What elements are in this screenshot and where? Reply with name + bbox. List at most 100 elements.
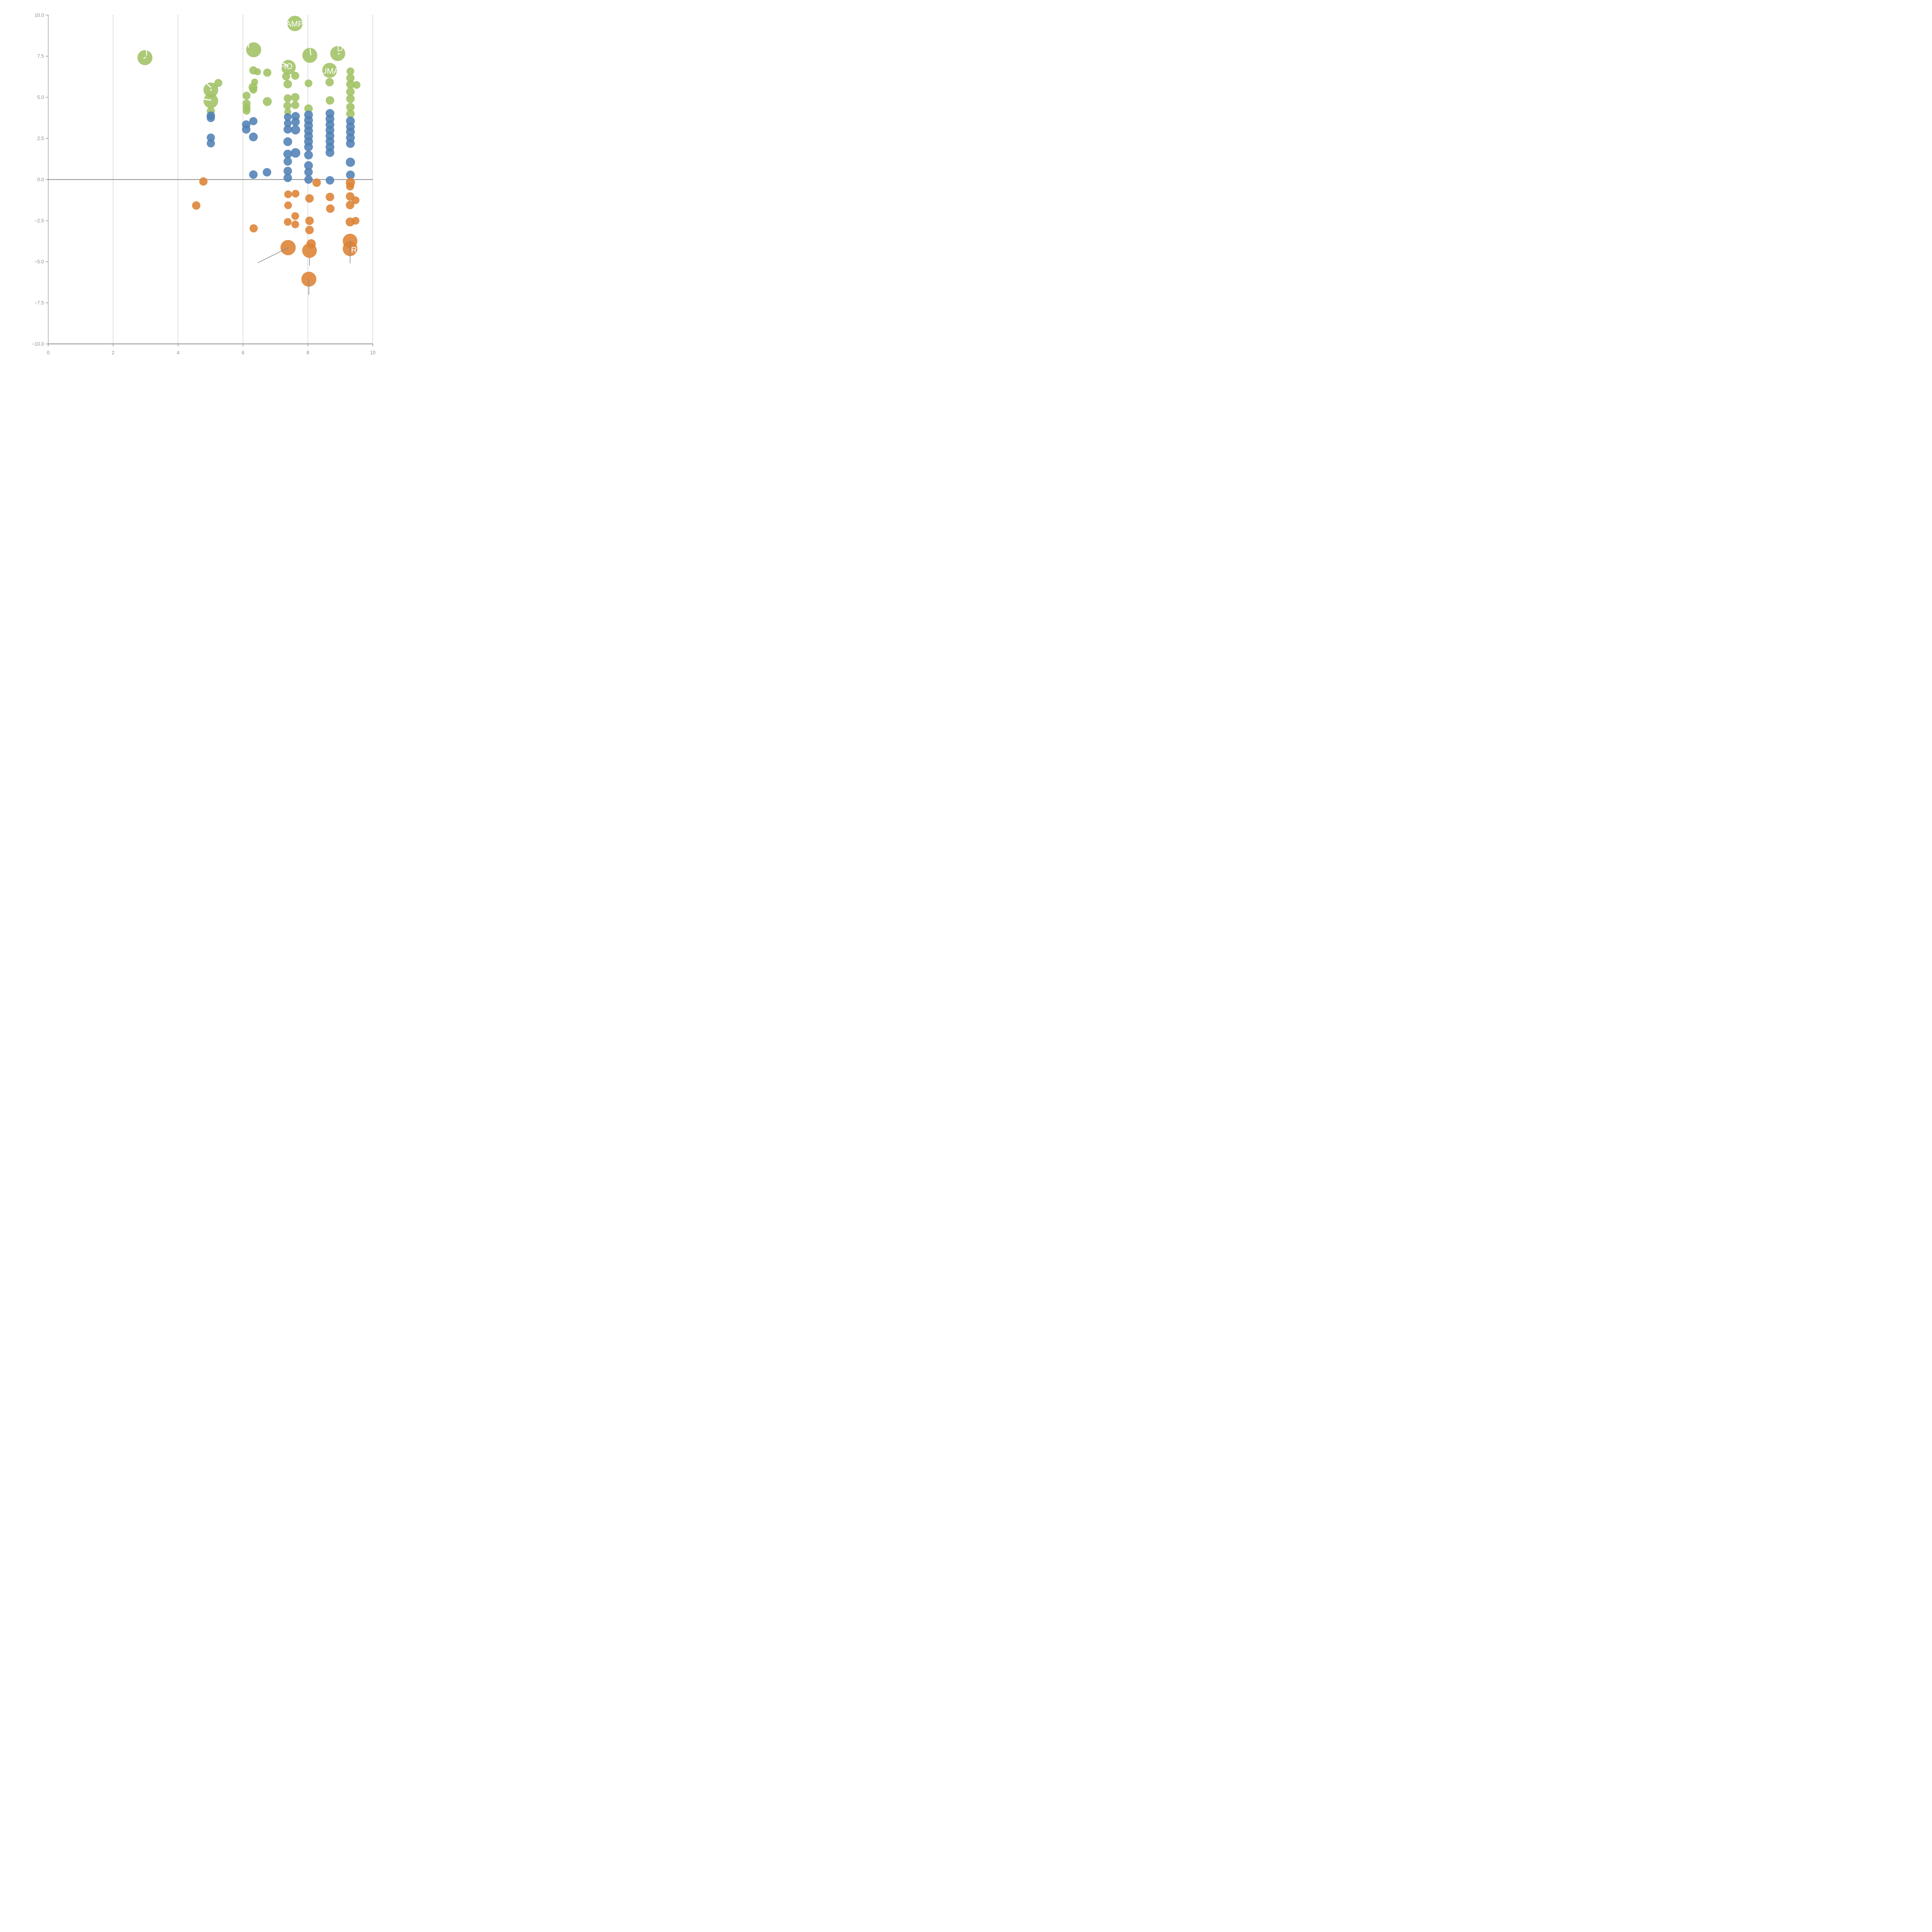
blue-series-bubble-32	[304, 175, 313, 184]
blue-series-bubble-21	[283, 173, 292, 182]
blue-series-bubble-3	[207, 139, 215, 148]
blue-series-bubble-7	[249, 132, 258, 141]
blue-series-bubble-8	[249, 170, 258, 179]
green-series-bubble-15	[346, 80, 355, 89]
white-mark-5	[281, 61, 289, 67]
y-tick-label-2: 5.0	[37, 95, 44, 100]
orange-series-bubble-11	[305, 194, 314, 203]
white-mark-1	[143, 57, 146, 59]
blue-series-bubble-29	[304, 150, 313, 160]
blue-series-bubble-31	[304, 168, 313, 177]
y-tick-label-0: 10.0	[34, 12, 44, 18]
y-tick-label-8: −10.0	[32, 342, 44, 347]
y-tick-label-1: 7.5	[37, 54, 44, 59]
y-tick-label-7: −7.5	[34, 300, 44, 306]
green-series-bubble-11	[291, 71, 299, 80]
blue-series-bubble-19	[283, 157, 292, 166]
green-series-bubble-31	[263, 97, 272, 106]
orange-series-bubble-5	[284, 201, 292, 209]
green-series-bubble-8	[254, 68, 261, 75]
orange-series-bubble-2	[249, 224, 258, 233]
blue-series-bubble-47	[345, 157, 355, 167]
orange-series-bubble-8	[291, 220, 299, 228]
orange-series-bubble-4	[291, 190, 299, 198]
blue-series-bubble-17	[291, 148, 301, 158]
orange-series-bubble-7	[284, 218, 292, 226]
green-series-bubble-22	[346, 87, 355, 96]
orange-series-bubble-23	[346, 201, 354, 209]
blue-series-bubble-40	[325, 148, 335, 157]
y-tick-label-4: 0.0	[37, 177, 44, 182]
green-series-bubble-38	[325, 96, 334, 105]
green-series-bubble-3	[302, 48, 318, 63]
blue-series-bubble-16	[283, 137, 293, 146]
blue-series-bubble-14	[283, 125, 292, 134]
green-series-bubble-25	[203, 94, 218, 109]
blue-series-bubble-48	[346, 170, 355, 180]
x-tick-label-5: 10	[370, 350, 376, 355]
x-tick-label-2: 4	[177, 350, 179, 355]
orange-series-bubble-0	[199, 177, 208, 186]
green-series-bubble-39	[346, 94, 355, 103]
white-mark-6	[310, 48, 311, 56]
green-series-bubble-20	[283, 80, 292, 88]
bubble-label-uma: UMA	[321, 67, 339, 76]
green-series-bubble-33	[291, 93, 300, 102]
green-series-bubble-19	[249, 86, 257, 94]
green-series-bubble-16	[352, 81, 361, 89]
green-series-bubble-30	[243, 107, 251, 115]
bubble-label-d: D	[337, 44, 343, 53]
y-tick-label-3: 2.5	[37, 136, 44, 141]
blue-series-bubble-2	[207, 133, 215, 142]
x-tick-label-4: 8	[306, 350, 309, 355]
green-series-bubble-35	[291, 101, 299, 109]
orange-series-bubble-12	[305, 216, 314, 225]
blue-series-bubble-9	[262, 168, 271, 177]
green-series-bubble-12	[325, 78, 334, 87]
bubble-label-amp: AMP	[286, 20, 304, 29]
blue-series-bubble-30	[304, 161, 313, 170]
green-series-bubble-40	[346, 102, 355, 111]
green-series-bubble-27	[242, 92, 251, 100]
orange-series-bubble-17	[325, 192, 334, 201]
white-marks-layer	[143, 43, 340, 101]
green-series-bubble-21	[304, 79, 313, 87]
bubble-scatter-plot: AMP HO UMA D R 0 2 4 6 8 10 10.0 7.5 5.0 2.5 0.0 −2.5 −5…	[32, 12, 376, 355]
orange-series-bubble-1	[192, 201, 201, 210]
bubble-label-ho: HO	[281, 62, 293, 71]
orange-series-bubble-16	[301, 272, 316, 287]
orange-series-bubble-15	[302, 243, 317, 258]
green-series-bubble-9	[263, 68, 272, 77]
blue-series-bubble-12	[291, 117, 300, 126]
blue-series-bubble-41	[325, 176, 334, 185]
axes-layer	[46, 15, 373, 347]
blue-series-bubble-10	[284, 113, 292, 121]
tick-labels-layer: 0 2 4 6 8 10 10.0 7.5 5.0 2.5 0.0 −2.5 −5.0 −7.5 −10.0	[32, 12, 376, 355]
green-series-bubble-10	[282, 72, 290, 81]
leader-lines-layer	[257, 240, 350, 295]
orange-series-bubble-10	[312, 178, 321, 187]
green-series-bubble-32	[284, 94, 292, 102]
white-mark-4	[203, 99, 212, 101]
x-tick-label-3: 6	[242, 350, 244, 355]
orange-series-bubble-13	[305, 226, 314, 235]
bubbles-layer	[137, 15, 361, 287]
green-series-bubble-13	[346, 67, 354, 75]
leader-line-0	[257, 247, 289, 263]
green-series-bubble-41	[346, 109, 355, 118]
green-series-bubble-4	[330, 46, 345, 61]
white-mark-2	[206, 83, 211, 88]
orange-series-bubble-22	[352, 196, 360, 204]
blue-series-bubble-46	[346, 139, 355, 148]
y-tick-label-6: −5.0	[34, 259, 44, 265]
green-series-bubble-2	[246, 42, 261, 58]
orange-series-bubble-18	[326, 204, 335, 213]
green-series-bubble-5	[322, 63, 337, 78]
blue-series-bubble-13	[284, 119, 292, 128]
chart-canvas: AMP HO UMA D R 0 2 4 6 8 10 10.0 7.5 5.0 2.5 0.0 −2.5 −5…	[0, 0, 386, 386]
blue-series-bubble-28	[304, 142, 313, 151]
green-series-bubble-37	[304, 104, 313, 113]
blue-series-bubble-6	[242, 125, 251, 134]
green-series-bubble-34	[283, 102, 292, 110]
bubble-label-r: R	[351, 245, 357, 254]
